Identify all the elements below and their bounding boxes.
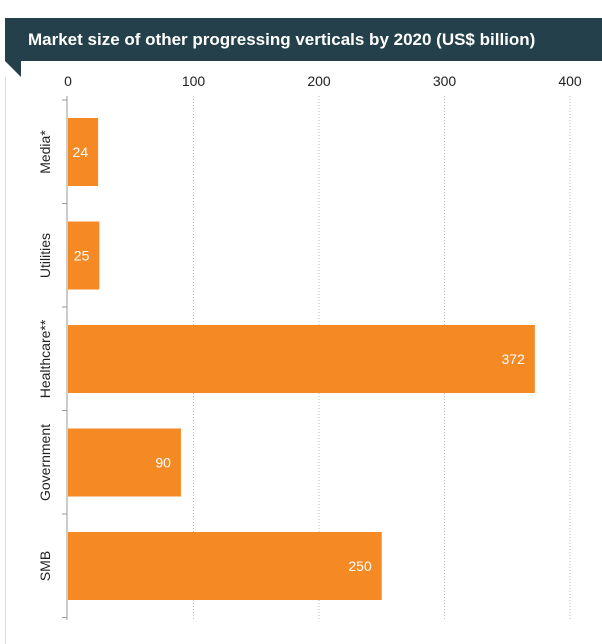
bar [68, 428, 181, 497]
x-tick-label: 200 [307, 73, 331, 89]
data-label: 24 [73, 144, 89, 160]
category-label: SMB [37, 551, 53, 581]
chart-title: Market size of other progressing vertica… [28, 30, 536, 49]
x-tick-label: 100 [182, 73, 206, 89]
data-label: 250 [348, 558, 372, 574]
bar [68, 118, 99, 186]
title-banner [5, 18, 602, 61]
bar [68, 325, 535, 393]
left-frame-line [5, 77, 6, 644]
data-label: 25 [74, 248, 90, 264]
x-tick-label: 400 [558, 73, 582, 89]
banner-fold [5, 61, 21, 77]
category-label: Utilities [37, 233, 53, 278]
category-label: Healthcare** [37, 319, 53, 398]
category-label: Media* [37, 130, 53, 174]
category-label: Government [37, 424, 53, 501]
x-tick-label: 0 [64, 73, 72, 89]
bar [68, 532, 382, 600]
data-label: 90 [155, 455, 171, 471]
data-label: 372 [502, 351, 526, 367]
x-tick-label: 300 [433, 73, 457, 89]
bar [68, 221, 100, 290]
